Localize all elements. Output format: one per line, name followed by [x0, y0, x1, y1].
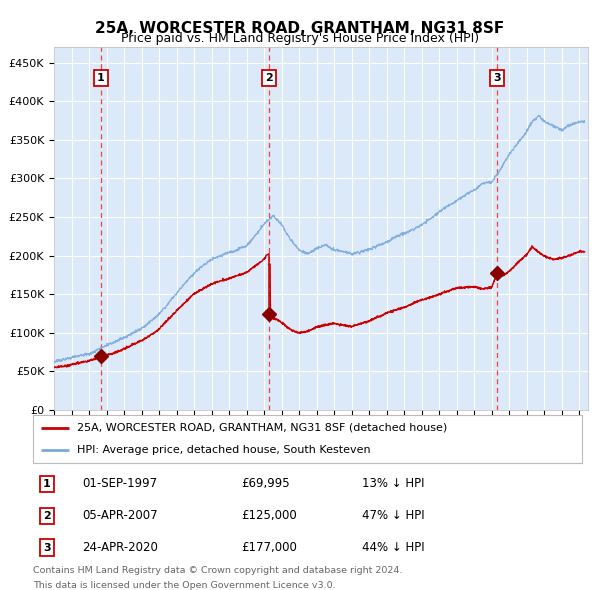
Text: 25A, WORCESTER ROAD, GRANTHAM, NG31 8SF (detached house): 25A, WORCESTER ROAD, GRANTHAM, NG31 8SF …: [77, 423, 447, 433]
Text: 25A, WORCESTER ROAD, GRANTHAM, NG31 8SF: 25A, WORCESTER ROAD, GRANTHAM, NG31 8SF: [95, 21, 505, 35]
Text: £125,000: £125,000: [242, 509, 298, 522]
Text: £177,000: £177,000: [242, 541, 298, 554]
Text: Price paid vs. HM Land Registry's House Price Index (HPI): Price paid vs. HM Land Registry's House …: [121, 32, 479, 45]
Text: HPI: Average price, detached house, South Kesteven: HPI: Average price, detached house, Sout…: [77, 445, 371, 455]
Text: 13% ↓ HPI: 13% ↓ HPI: [362, 477, 425, 490]
Text: 1: 1: [43, 479, 50, 489]
Text: 47% ↓ HPI: 47% ↓ HPI: [362, 509, 425, 522]
Text: 3: 3: [43, 543, 50, 552]
Text: 2: 2: [43, 511, 50, 520]
Text: 44% ↓ HPI: 44% ↓ HPI: [362, 541, 425, 554]
Text: 05-APR-2007: 05-APR-2007: [82, 509, 158, 522]
Text: Contains HM Land Registry data © Crown copyright and database right 2024.: Contains HM Land Registry data © Crown c…: [33, 566, 403, 575]
Text: £69,995: £69,995: [242, 477, 290, 490]
Text: This data is licensed under the Open Government Licence v3.0.: This data is licensed under the Open Gov…: [33, 581, 335, 590]
Text: 24-APR-2020: 24-APR-2020: [82, 541, 158, 554]
Text: 01-SEP-1997: 01-SEP-1997: [82, 477, 158, 490]
Text: 3: 3: [493, 73, 501, 83]
Text: 2: 2: [265, 73, 272, 83]
Text: 1: 1: [97, 73, 104, 83]
